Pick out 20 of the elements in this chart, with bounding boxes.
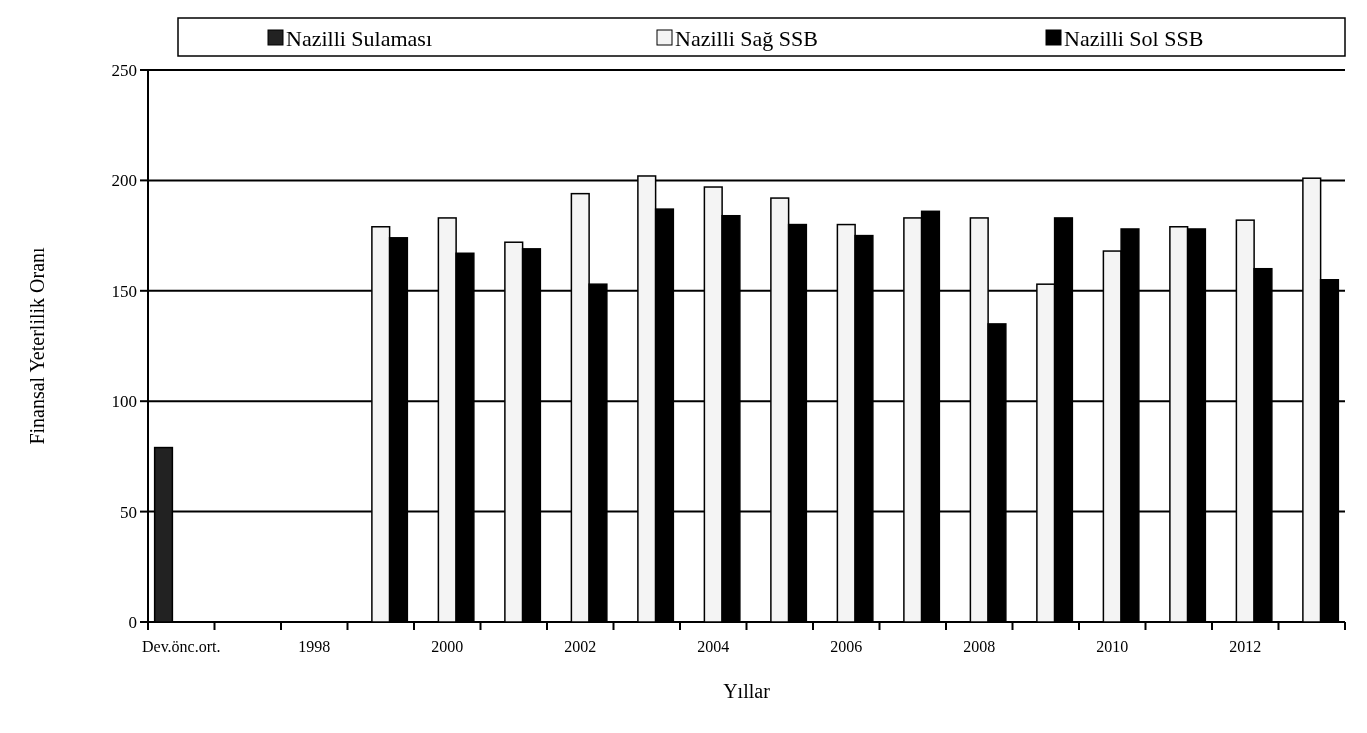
y-tick-label: 100 — [111, 392, 137, 412]
y-tick-label: 250 — [111, 60, 137, 80]
y-tick-label: 200 — [111, 171, 137, 191]
y-axis-title: Finansal Yeterlilik Oranı — [26, 246, 48, 445]
y-tick-label: 50 — [120, 502, 137, 522]
x-tick-label: 2004 — [697, 638, 730, 655]
legend-label: Nazilli Sağ SSB — [675, 25, 819, 51]
legend-label: Nazilli Sol SSB — [1064, 25, 1204, 51]
x-tick-label: 2002 — [564, 638, 597, 655]
x-tick-label: Dev.önc.ort. — [142, 638, 221, 655]
x-tick-label: 2006 — [830, 638, 863, 655]
x-tick-label: 1998 — [298, 638, 331, 655]
x-tick-label: 2012 — [1229, 638, 1262, 655]
x-axis-title: Yıllar — [723, 680, 771, 702]
legend-label: Nazilli Sulaması — [286, 25, 433, 51]
x-tick-label: 2010 — [1096, 638, 1129, 655]
x-tick-label: 2000 — [431, 638, 464, 655]
x-tick-label: 2008 — [963, 638, 996, 655]
y-tick-label: 150 — [111, 281, 137, 301]
y-tick-label: 0 — [128, 612, 137, 632]
